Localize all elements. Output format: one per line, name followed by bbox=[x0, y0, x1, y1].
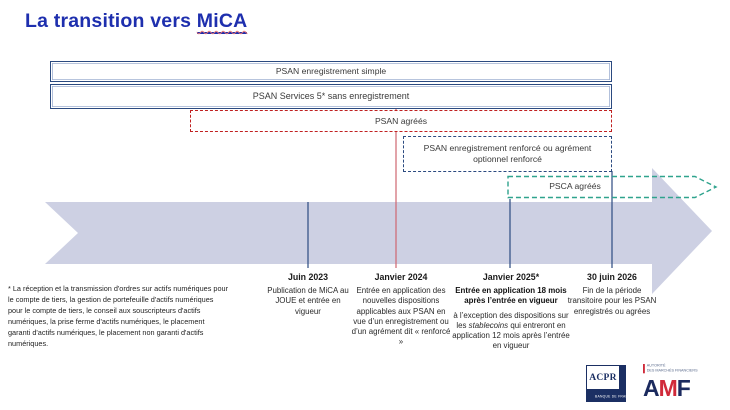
milestone-janvier-2024: Janvier 2024 Entrée en application des n… bbox=[351, 272, 451, 352]
milestone-text: à l’exception des dispositions sur les s… bbox=[448, 311, 574, 352]
amf-logo: AUTORITÉ DES MARCHÉS FINANCIERS AMF bbox=[643, 364, 723, 404]
milestone-date: Juin 2023 bbox=[287, 272, 329, 282]
band-label: PSCA agréés bbox=[549, 181, 601, 192]
band-psan-renforce: PSAN enregistrement renforcé ou agrément… bbox=[403, 136, 612, 172]
band-psan-agrees: PSAN agréés bbox=[190, 110, 612, 132]
milestone-date: 30 juin 2026 bbox=[587, 272, 637, 282]
amf-caption-line2: DES MARCHÉS FINANCIERS bbox=[646, 368, 698, 373]
milestone-text: Fin de la période transitoire pour les P… bbox=[567, 286, 657, 316]
acpr-logo: ACPR BANQUE DE FRANCE bbox=[586, 365, 634, 402]
amf-wordmark: AMF bbox=[643, 375, 723, 402]
amf-caption-line1: AUTORITÉ bbox=[646, 364, 666, 368]
acpr-banque-de-france-label: BANQUE DE FRANCE bbox=[595, 395, 634, 399]
band-psan-services5: PSAN Services 5* sans enregistrement bbox=[50, 84, 612, 109]
timeline-arrow bbox=[45, 168, 712, 294]
milestone-date: Janvier 2025* bbox=[482, 272, 540, 282]
milestone-date: Janvier 2024 bbox=[374, 272, 428, 282]
milestone-text: Entrée en application des nouvelles disp… bbox=[351, 286, 451, 347]
milestone-janvier-2025: Janvier 2025* Entrée en application 18 m… bbox=[448, 272, 574, 356]
psca-band-outline bbox=[507, 175, 718, 199]
footnote: * La réception et la transmission d'ordr… bbox=[8, 284, 229, 348]
band-label: PSAN enregistrement renforcé ou agrément… bbox=[423, 143, 592, 164]
milestone-juin-2023: Juin 2023 Publication de MiCA au JOUE et… bbox=[262, 272, 354, 321]
amf-caption: AUTORITÉ DES MARCHÉS FINANCIERS bbox=[643, 364, 698, 374]
milestone-juin-2026: 30 juin 2026 Fin de la période transitoi… bbox=[565, 272, 659, 321]
milestone-text-bold: Entrée en application 18 mois après l’en… bbox=[455, 286, 567, 306]
title-highlight: MiCA bbox=[196, 10, 248, 34]
band-psan-enregistrement-simple: PSAN enregistrement simple bbox=[50, 61, 612, 82]
band-psca-agrees: PSCA agréés bbox=[508, 176, 642, 197]
acpr-wordmark: ACPR bbox=[587, 366, 619, 389]
text-italic: stablecoins bbox=[468, 320, 509, 330]
page-title: La transition vers MiCA bbox=[25, 10, 248, 34]
band-label: PSAN Services 5* sans enregistrement bbox=[252, 90, 410, 101]
text-part: qui entreront en application 12 mois apr… bbox=[452, 320, 570, 351]
amf-letter-m: M bbox=[658, 375, 678, 401]
band-label: PSAN enregistrement simple bbox=[275, 66, 387, 77]
band-label: PSAN agréés bbox=[374, 115, 428, 126]
title-prefix: La transition vers bbox=[25, 10, 197, 32]
amf-letter-f: F bbox=[676, 375, 691, 401]
milestone-text: Publication de MiCA au JOUE et entrée en… bbox=[267, 286, 349, 316]
text-part: à l’exception des dispositions sur les bbox=[453, 310, 569, 330]
amf-letter-a: A bbox=[643, 375, 660, 401]
